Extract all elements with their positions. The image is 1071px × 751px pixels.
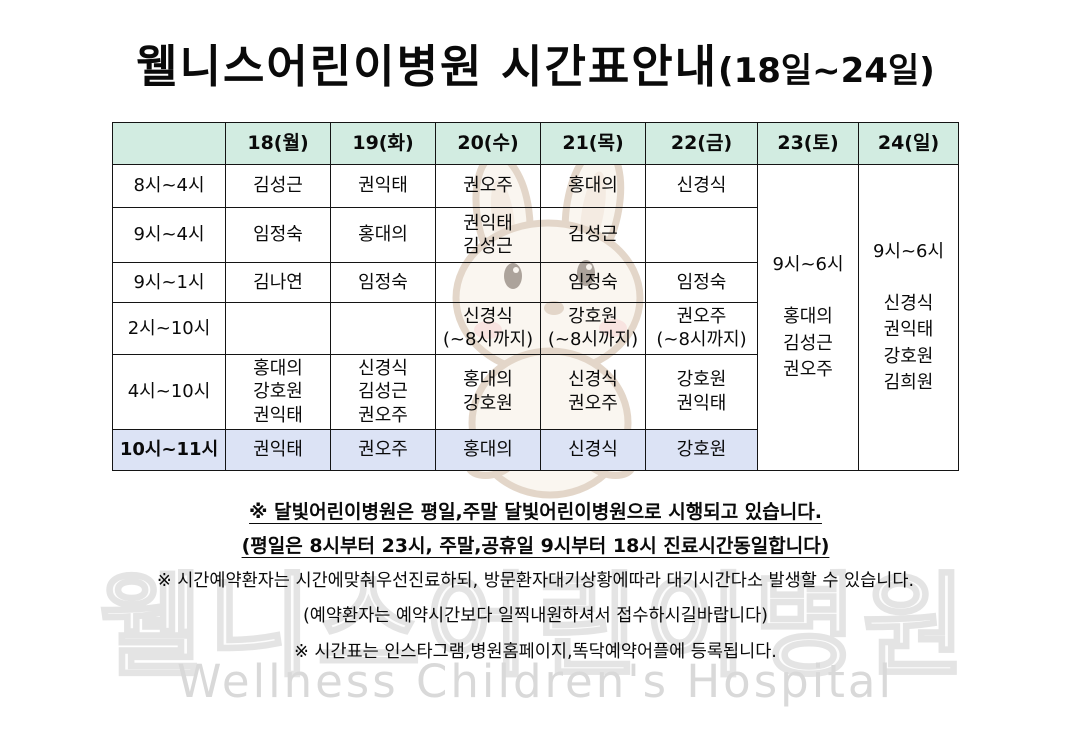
time-slot-label: 4시~10시	[112, 353, 226, 430]
column-header-sun: 24(일)	[858, 122, 959, 165]
table-row: 2시~10시 신경식 (~8시까지) 강호원 (~8시까지) 권오주 (~8시까…	[112, 302, 959, 355]
schedule-cell: 권익태	[225, 428, 331, 471]
schedule-cell: 홍대의 강호원 권익태	[225, 353, 331, 430]
table-row-highlighted: 10시~11시 권익태 권오주 홍대의 신경식 강호원	[112, 428, 959, 471]
note-hours-detail: (평일은 8시부터 23시, 주말,공휴일 9시부터 18시 진료시간동일합니다…	[241, 535, 830, 557]
schedule-cell: 권오주 (~8시까지)	[645, 302, 758, 355]
schedule-cell: 신경식	[540, 428, 646, 471]
page-title-text: 웰니스어린이병원 시간표안내	[136, 40, 719, 93]
header-row: 18(월) 19(화) 20(수) 21(목) 22(금) 23(토) 24(일…	[112, 122, 959, 165]
schedule-cell: 강호원	[645, 428, 758, 471]
column-header-fri: 22(금)	[645, 122, 758, 165]
column-header-sat: 23(토)	[757, 122, 859, 165]
schedule-cell	[435, 262, 541, 303]
english-watermark: Wellness Children's Hospital	[177, 655, 894, 708]
table-row: 8시~4시 김성근 권익태 권오주 홍대의 신경식 9시~6시 홍대의 김성근 …	[112, 164, 959, 471]
schedule-cell: 홍대의	[435, 428, 541, 471]
time-slot-label: 8시~4시	[112, 164, 226, 208]
note-schedule-channels: ※ 시간표는 인스타그램,병원홈페이지,똑닥예약어플에 등록됩니다.	[294, 642, 777, 662]
schedule-cell: 홍대의	[540, 164, 646, 208]
saturday-schedule-cell: 9시~6시 홍대의 김성근 권오주	[757, 164, 859, 471]
table-row: 9시~4시 임정숙 홍대의 권익태 김성근 김성근	[112, 207, 959, 263]
time-slot-label: 9시~4시	[112, 207, 226, 263]
schedule-table: 18(월) 19(화) 20(수) 21(목) 22(금) 23(토) 24(일…	[112, 122, 959, 471]
schedule-cell	[645, 207, 758, 263]
schedule-cell: 신경식	[645, 164, 758, 208]
time-slot-label: 2시~10시	[112, 302, 226, 355]
sunday-schedule-cell: 9시~6시 신경식 권익태 강호원 김희원	[858, 164, 959, 471]
schedule-cell: 권익태 김성근	[435, 207, 541, 263]
column-header-wed: 20(수)	[435, 122, 541, 165]
page-title-date-range: (18일~24일)	[718, 51, 935, 91]
time-slot-label: 9시~1시	[112, 262, 226, 303]
schedule-cell	[330, 302, 436, 355]
schedule-cell: 신경식 권오주	[540, 353, 646, 430]
column-header-thu: 21(목)	[540, 122, 646, 165]
schedule-cell: 김성근	[225, 164, 331, 208]
schedule-cell: 김나연	[225, 262, 331, 303]
column-header-tue: 19(화)	[330, 122, 436, 165]
corner-cell	[112, 122, 226, 165]
schedule-cell: 홍대의 강호원	[435, 353, 541, 430]
table-row: 4시~10시 홍대의 강호원 권익태 신경식 김성근 권오주 홍대의 강호원 신…	[112, 353, 959, 430]
korean-watermark: 웰니스어린이병원	[98, 561, 972, 694]
schedule-cell: 신경식 (~8시까지)	[435, 302, 541, 355]
page-title: 웰니스어린이병원 시간표안내(18일~24일)	[0, 30, 1071, 95]
note-early-arrival: (예약환자는 예약시간보다 일찍내원하셔서 접수하시길바랍니다)	[302, 606, 769, 626]
schedule-cell: 임정숙	[540, 262, 646, 303]
schedule-cell: 신경식 김성근 권오주	[330, 353, 436, 430]
schedule-cell: 임정숙	[330, 262, 436, 303]
schedule-cell: 김성근	[540, 207, 646, 263]
schedule-cell: 권익태	[330, 164, 436, 208]
schedule-cell: 임정숙	[225, 207, 331, 263]
schedule-cell: 임정숙	[645, 262, 758, 303]
note-moonlight-hospital: ※ 달빛어린이병원은 평일,주말 달빛어린이병원으로 시행되고 있습니다.	[249, 501, 822, 523]
note-reservation-priority: ※ 시간예약환자는 시간에맞춰우선진료하되, 방문환자대기상황에따라 대기시간다…	[156, 571, 915, 591]
schedule-cell: 홍대의	[330, 207, 436, 263]
schedule-cell: 권오주	[330, 428, 436, 471]
table-row: 9시~1시 김나연 임정숙 임정숙 임정숙	[112, 262, 959, 303]
time-slot-label: 10시~11시	[112, 428, 226, 471]
schedule-cell: 강호원 (~8시까지)	[540, 302, 646, 355]
schedule-cell: 강호원 권익태	[645, 353, 758, 430]
column-header-mon: 18(월)	[225, 122, 331, 165]
schedule-cell	[225, 302, 331, 355]
schedule-cell: 권오주	[435, 164, 541, 208]
